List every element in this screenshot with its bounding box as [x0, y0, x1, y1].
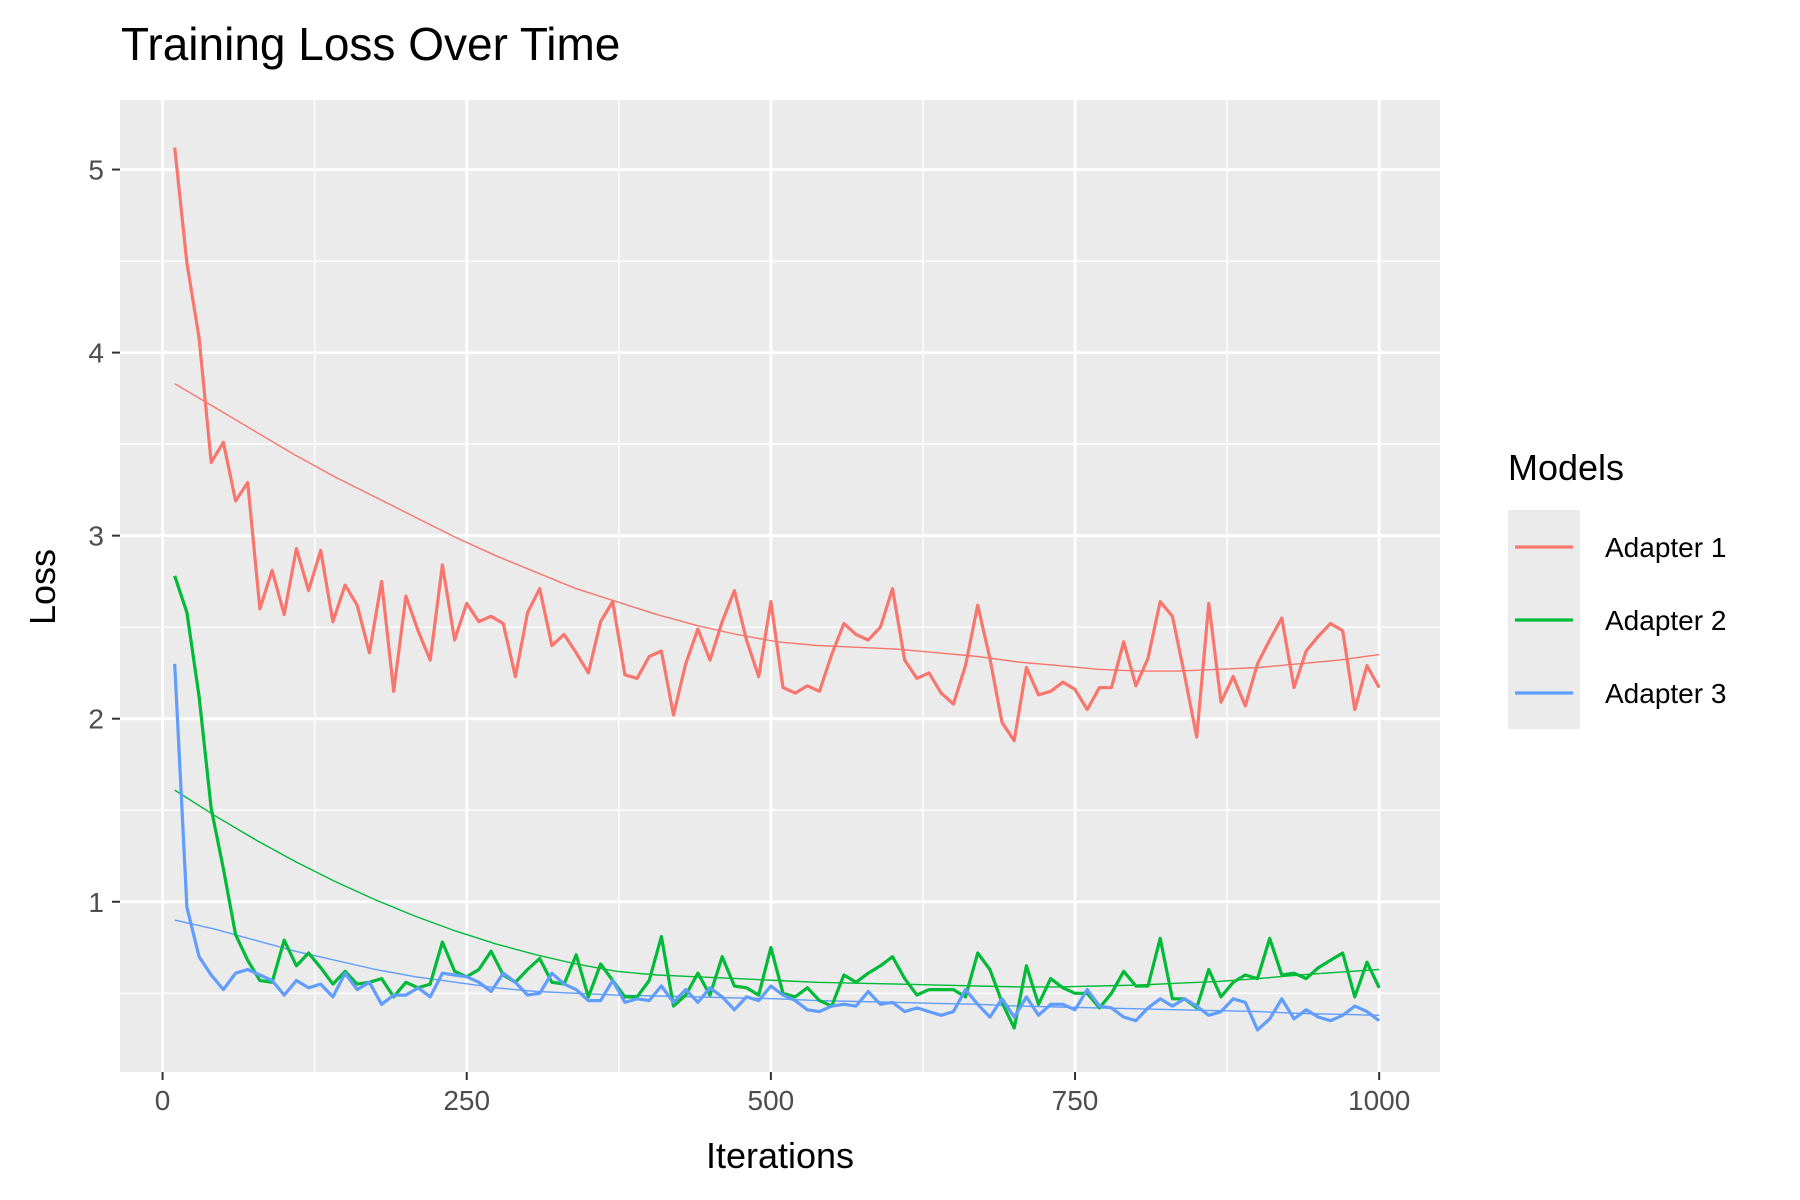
legend-label-adapter-2: Adapter 2 — [1605, 605, 1726, 636]
series-lines — [173, 147, 1381, 1032]
legend-label-adapter-1: Adapter 1 — [1605, 532, 1726, 563]
series-line-adapter-1 — [173, 147, 1381, 743]
x-axis: 0 250 500 750 1000 — [155, 1072, 1410, 1116]
y-tick-label: 4 — [88, 338, 104, 369]
x-tick-label: 500 — [748, 1085, 795, 1116]
y-tick-label: 2 — [88, 704, 104, 735]
y-axis: 1 2 3 4 5 — [88, 155, 120, 918]
trend-line-adapter-3 — [174, 919, 1380, 1016]
chart-title: Training Loss Over Time — [121, 18, 620, 70]
x-tick-label: 0 — [155, 1085, 171, 1116]
y-axis-title: Loss — [22, 549, 63, 625]
legend-title: Models — [1508, 447, 1624, 488]
plot-panel — [120, 100, 1440, 1072]
series-line-adapter-2 — [173, 575, 1381, 1030]
series-line-adapter-3 — [173, 663, 1381, 1032]
legend: Models Adapter 1 Adapter 2 Adapter 3 — [1508, 447, 1726, 729]
legend-label-adapter-3: Adapter 3 — [1605, 678, 1726, 709]
y-tick-label: 1 — [88, 887, 104, 918]
x-axis-title: Iterations — [706, 1135, 854, 1176]
x-tick-label: 750 — [1052, 1085, 1099, 1116]
y-tick-label: 3 — [88, 521, 104, 552]
trend-line-adapter-2 — [174, 789, 1380, 988]
y-tick-label: 5 — [88, 155, 104, 186]
x-tick-label: 1000 — [1348, 1085, 1410, 1116]
major-gridlines — [120, 100, 1440, 1072]
x-tick-label: 250 — [443, 1085, 490, 1116]
